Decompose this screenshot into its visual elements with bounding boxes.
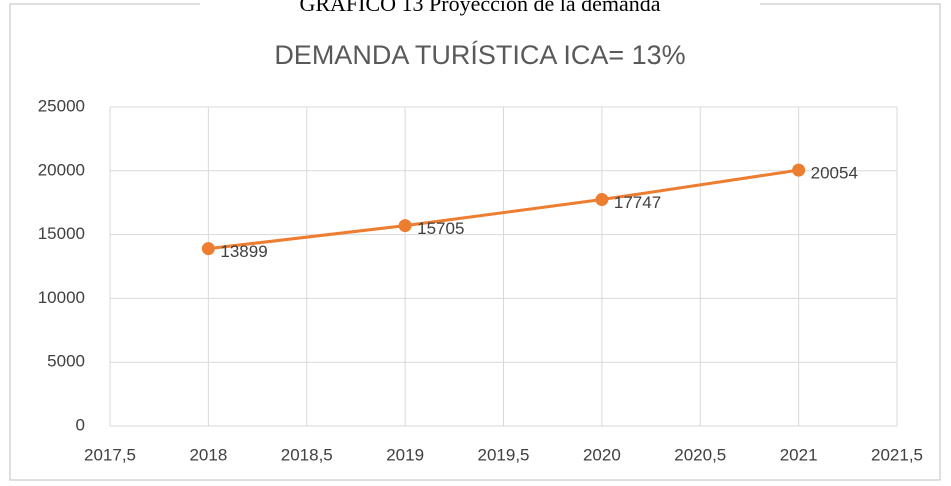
chart-frame [9,3,941,481]
caption: GRÁFICO 13 Proyección de la demanda [299,0,660,16]
y-tick-label: 0 [76,415,85,434]
x-tick-label: 2018 [189,445,227,464]
x-tick-label: 2020 [583,445,621,464]
data-label: 13899 [220,242,267,261]
point [792,163,806,177]
x-tick-label: 2021 [780,445,818,464]
x-tick-label: 2018,5 [281,445,333,464]
point [595,193,609,207]
data-label: 15705 [417,219,464,238]
caption-background [200,0,760,8]
data-label: 20054 [811,164,858,183]
point [398,219,412,233]
x-tick-label: 2019,5 [478,445,530,464]
x-tick-label: 2021,5 [871,445,923,464]
point [201,242,215,256]
y-tick-label: 5000 [47,352,85,371]
y-tick-label: 15000 [38,224,85,243]
y-tick-label: 25000 [38,96,85,115]
y-tick-label: 20000 [38,160,85,179]
x-tick-label: 2020,5 [674,445,726,464]
series-line [208,168,799,251]
chart-title: DEMANDA TURÍSTICA ICA= 13% [274,40,685,70]
x-tick-label: 2017,5 [84,445,136,464]
y-tick-label: 10000 [38,288,85,307]
data-label: 17747 [614,193,661,212]
x-tick-label: 2019 [386,445,424,464]
